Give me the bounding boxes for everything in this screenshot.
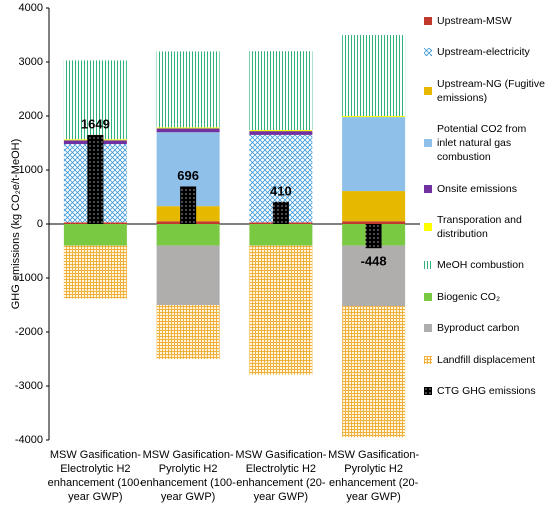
net-bar — [272, 201, 289, 224]
legend-label: Potential CO2 from inlet natural gas com… — [437, 123, 527, 164]
legend-swatch — [424, 222, 432, 231]
legend-item: Upstream-MSW — [424, 14, 548, 28]
legend-swatch — [424, 48, 432, 57]
legend-marker — [424, 292, 432, 301]
legend-swatch — [424, 386, 432, 395]
legend-label: Biogenic CO₂ — [437, 290, 501, 303]
legend-marker — [424, 139, 432, 148]
legend-swatch — [424, 292, 432, 301]
legend-label: Upstream-electricity — [437, 46, 530, 59]
value-label: 1649 — [81, 116, 110, 131]
legend-swatch — [424, 86, 432, 95]
bar-segment — [156, 245, 220, 305]
legend-swatch — [424, 261, 432, 270]
bar-segment — [342, 221, 406, 224]
legend: Upstream-MSW Upstream-electricity Upstream… — [424, 14, 548, 398]
legend-label: Upstream-NG (Fugitive emissions) — [437, 77, 545, 104]
legend-item: Potential CO2 from inlet natural gas com… — [424, 122, 548, 164]
value-label: -448 — [361, 254, 387, 269]
y-tick-label: 2000 — [19, 110, 43, 122]
y-tick-label: -2000 — [15, 326, 43, 338]
legend-label: CTG GHG emissions — [437, 384, 536, 397]
legend-item: Upstream-electricity — [424, 45, 548, 59]
legend-item: Byproduct carbon — [424, 321, 548, 335]
legend-swatch — [424, 355, 432, 364]
bar-segment — [342, 245, 406, 307]
y-tick-label: -1000 — [15, 272, 43, 284]
legend-swatch — [424, 139, 432, 148]
legend-label: MeOH combustion — [437, 259, 524, 272]
bar-segment — [342, 306, 406, 438]
legend-marker — [424, 48, 432, 57]
y-tick-label: -4000 — [15, 434, 43, 446]
legend-label: Upstream-MSW — [437, 15, 512, 27]
legend-item: Onsite emissions — [424, 182, 548, 196]
bar-segment — [249, 245, 313, 375]
value-label: 696 — [177, 168, 199, 183]
net-bar — [87, 134, 104, 224]
y-tick-label: 0 — [37, 218, 43, 230]
legend-item: Transporation and distribution — [424, 213, 548, 241]
bar-segment — [156, 128, 220, 133]
bar-segment — [156, 127, 220, 129]
y-tick-label: 4000 — [19, 2, 43, 14]
legend-item: Upstream-NG (Fugitive emissions) — [424, 77, 548, 105]
legend-item: Landfill displacement — [424, 353, 548, 367]
legend-label: Transporation and distribution — [437, 213, 522, 240]
legend-swatch — [424, 324, 432, 333]
bar-segment — [63, 224, 127, 246]
bar-segment — [63, 60, 127, 140]
y-tick-label: 3000 — [19, 56, 43, 68]
bar-segment — [342, 116, 406, 118]
bar-segment — [342, 191, 406, 222]
legend-marker — [424, 386, 432, 395]
value-label: 410 — [270, 183, 292, 198]
x-tick-label: MSW Gasification-Pyrolytic H2 enhancemen… — [140, 449, 236, 503]
bar-segment — [342, 35, 406, 116]
y-tick-label: -3000 — [15, 380, 43, 392]
legend-label: Landfill displacement — [437, 353, 536, 366]
legend-marker — [424, 355, 432, 364]
legend-marker — [424, 184, 432, 193]
bar-segment — [249, 224, 313, 246]
net-bar — [180, 186, 197, 224]
legend-label: Onsite emissions — [437, 182, 517, 195]
y-tick-label: 1000 — [19, 164, 43, 176]
bar-segment — [63, 245, 127, 299]
legend-marker — [424, 222, 432, 231]
x-tick-label: MSW Gasification-Electrolytic H2 enhance… — [235, 449, 327, 503]
legend-marker — [424, 17, 432, 25]
bar-segment — [156, 305, 220, 359]
legend-item: MeOH combustion — [424, 258, 548, 272]
legend-item: CTG GHG emissions — [424, 384, 548, 398]
net-bar — [365, 224, 382, 249]
legend-item: Biogenic CO₂ — [424, 290, 548, 304]
legend-label: Byproduct carbon — [437, 322, 520, 335]
bar-segment — [342, 117, 406, 192]
legend-swatch — [424, 17, 432, 25]
bar-segment — [249, 131, 313, 135]
bar-segment — [249, 51, 313, 131]
x-tick-label: MSW Gasification-Electrolytic H2 enhance… — [47, 449, 144, 503]
legend-swatch — [424, 184, 432, 193]
y-axis-label: GHG emissions (kg CO₂e/t-MeOH) — [10, 139, 22, 310]
bar-segment — [156, 51, 220, 128]
legend-marker — [424, 324, 432, 333]
bar-segment — [156, 224, 220, 246]
x-tick-label: MSW Gasification-Pyrolytic H2 enhancemen… — [328, 449, 420, 503]
legend-marker — [424, 261, 432, 270]
legend-marker — [424, 86, 432, 95]
bar-segment — [249, 130, 313, 132]
